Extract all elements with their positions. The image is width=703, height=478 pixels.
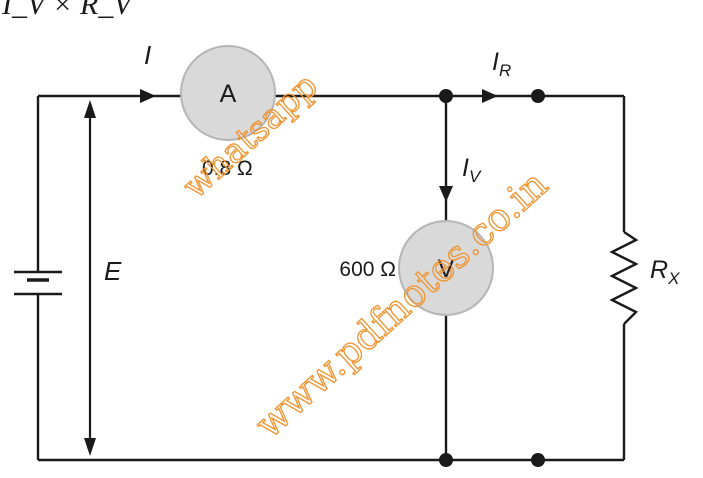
voltmeter: V [398,220,494,316]
voltmeter-circle [398,220,494,316]
current-ir-label: IR [492,48,511,80]
junction-top-left [439,89,453,103]
ammeter-letter: A [220,80,237,108]
voltmeter-resistance: 600 Ω [339,258,396,281]
circuit-wires [36,94,626,462]
junction-bottom-right [531,453,545,467]
junction-top-right [531,89,545,103]
voltmeter-letter: V [438,255,455,283]
current-iv-label: IV [462,154,482,186]
battery-symbol [14,270,62,296]
junction-bottom-left [439,453,453,467]
current-i-label: I [144,40,151,70]
header-formula: I_V × R_V [1,0,135,21]
watermark-line2: www.pdfnotes.co.in [247,162,556,447]
voltage-e-arrow [84,100,96,456]
ammeter-resistance: 0.8 Ω [202,157,253,180]
source-e-label: E [104,256,122,286]
resistor-zigzag [609,231,639,325]
current-iv-arrow [439,186,453,202]
resistor-rx-label: RX [650,256,680,288]
ammeter: A [180,45,276,141]
ammeter-circle [180,45,276,141]
current-ir-arrow [482,89,498,103]
current-i-arrow [140,89,156,103]
